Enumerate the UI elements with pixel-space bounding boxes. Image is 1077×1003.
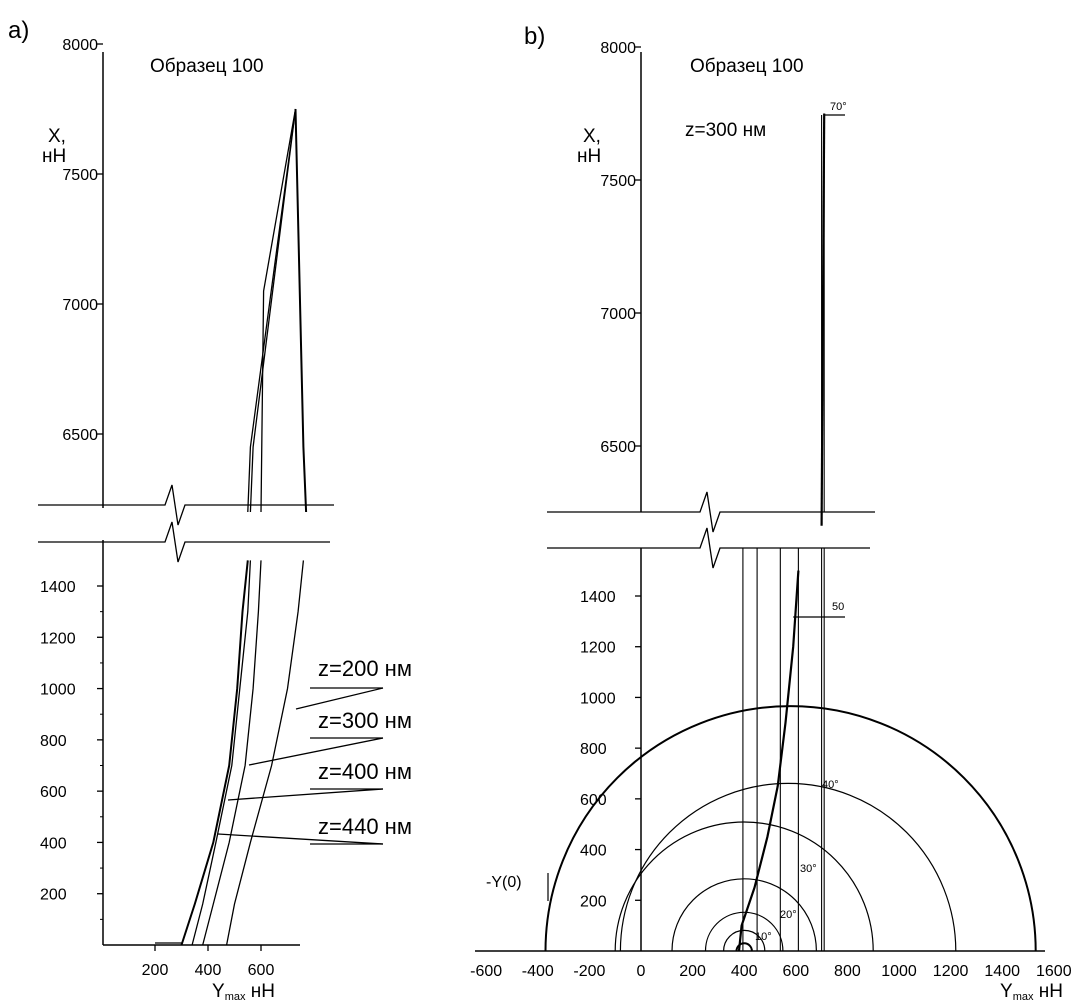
y-tick-label: 1000 xyxy=(40,682,76,699)
y-tick-label: 600 xyxy=(40,784,67,801)
panel-a-break-line-top xyxy=(38,484,334,526)
mohr-circle xyxy=(723,929,766,952)
curve-200-upper xyxy=(294,108,308,513)
y0-label: -Y(0) xyxy=(486,874,522,891)
angle-label: 30° xyxy=(800,863,817,875)
x-tick-label: 400 xyxy=(731,963,758,980)
x-tick-label: -400 xyxy=(522,963,554,980)
series-label: z=440 нм xyxy=(318,814,412,839)
y-tick-label: 7500 xyxy=(62,167,98,184)
y-tick-label: 7000 xyxy=(62,297,98,314)
y-tick-label: 6500 xyxy=(62,427,98,444)
panel-a-x-ticks: 200 400 600 xyxy=(142,945,275,979)
y-tick-label: 1400 xyxy=(40,579,76,596)
x-tick-label: 0 xyxy=(637,963,646,980)
series-label: z=300 нм xyxy=(318,708,412,733)
x-tick-label: 400 xyxy=(195,962,222,979)
y-tick-label: 800 xyxy=(580,741,607,758)
panel-b-ylabel-line1: X, xyxy=(583,126,601,147)
panel-a-curves xyxy=(155,108,308,946)
panel-a-series-labels: z=200 нм z=300 нм z=400 нм z=440 нм xyxy=(217,656,412,845)
curve-upper xyxy=(820,113,826,526)
x-tick-label: 600 xyxy=(782,963,809,980)
panel-b-circles xyxy=(544,704,1037,952)
angle-label: 10° xyxy=(755,931,772,943)
series-label: z=400 нм xyxy=(318,759,412,784)
curve-300-lower xyxy=(202,560,262,946)
panel-a-ylabel-line1: X, xyxy=(48,126,66,147)
panel-a: a) Образец 100 X, нН 8000 7500 7000 6500 14… xyxy=(8,17,412,1003)
mohr-circle xyxy=(614,821,874,952)
curve-440-upper xyxy=(247,108,297,513)
panel-b-vertical-lines xyxy=(742,115,825,951)
panel-b-ylabel-line2: нН xyxy=(577,146,601,167)
curve-400-upper xyxy=(249,108,297,513)
panel-b-xlabel: Ymax нН xyxy=(1000,981,1063,1003)
label-leader xyxy=(248,737,384,766)
series-label: z=200 нм xyxy=(318,656,412,681)
y-tick-label: 6500 xyxy=(600,439,636,456)
y-tick-label: 1400 xyxy=(580,589,616,606)
y-tick-label: 1000 xyxy=(580,690,616,707)
angle-label: 20° xyxy=(780,909,797,921)
x-tick-label: 800 xyxy=(834,963,861,980)
mohr-circle xyxy=(735,942,753,952)
mohr-circle xyxy=(704,911,784,952)
x-tick-label: 1200 xyxy=(933,963,969,980)
y-tick-label: 400 xyxy=(580,843,607,860)
y-tick-label: 8000 xyxy=(62,37,98,54)
panel-b-annotations: 70° 50 40° 30° 20° 10° -Y(0) xyxy=(486,101,847,943)
y-tick-label: 400 xyxy=(40,835,67,852)
x-tick-label: -200 xyxy=(573,963,605,980)
x-tick-label: 600 xyxy=(248,962,275,979)
panel-a-title: Образец 100 xyxy=(150,56,264,77)
curve-440-lower xyxy=(180,560,249,946)
panel-a-minor-ticks xyxy=(100,611,103,920)
label-leader xyxy=(217,833,384,845)
x-tick-label: -600 xyxy=(470,963,502,980)
x-tick-label: 1000 xyxy=(881,963,917,980)
panel-a-xlabel: Ymax нН xyxy=(212,981,275,1003)
panel-b: b) Образец 100 z=300 нм X, нН 8000750070… xyxy=(470,23,1072,1003)
curve-200-lower xyxy=(225,560,305,946)
panel-a-letter: a) xyxy=(8,17,29,44)
curve-lower xyxy=(737,570,800,952)
mohr-circle xyxy=(671,878,817,952)
y-tick-label: 1200 xyxy=(580,640,616,657)
label-leader xyxy=(227,788,384,801)
angle-label: 40° xyxy=(822,779,839,791)
mohr-circle xyxy=(619,782,957,952)
panel-b-letter: b) xyxy=(524,23,545,50)
label-leader xyxy=(295,687,384,710)
y-tick-label: 7500 xyxy=(600,173,636,190)
mohr-circle xyxy=(544,704,1037,952)
panel-a-y-ticks-lower: 1400 1200 1000 800 600 400 200 xyxy=(40,579,103,904)
x-tick-label: 1600 xyxy=(1036,963,1072,980)
panel-a-y-ticks-upper: 8000 7500 7000 6500 xyxy=(62,37,103,444)
y-tick-label: 200 xyxy=(40,887,67,904)
y-tick-label: 800 xyxy=(40,733,67,750)
curve-400-lower xyxy=(191,560,252,946)
panel-b-break-line-bottom xyxy=(547,527,870,569)
panel-a-ylabel-line2: нН xyxy=(42,146,66,167)
panel-a-break-line-bottom xyxy=(38,521,330,563)
y-tick-label: 200 xyxy=(580,893,607,910)
y-tick-label: 1200 xyxy=(40,630,76,647)
y-tick-label: 8000 xyxy=(600,40,636,57)
panel-b-y-ticks-upper: 8000 7500 7000 6500 xyxy=(600,40,641,456)
angle-label: 50 xyxy=(832,601,844,613)
x-tick-label: 200 xyxy=(142,962,169,979)
curve-300-upper xyxy=(260,108,297,513)
x-tick-label: 200 xyxy=(679,963,706,980)
panel-b-x-ticks: -600 -400 -200 0 200 400 600 800 1000 1200 1400 160… xyxy=(470,963,1072,980)
y-tick-label: 7000 xyxy=(600,306,636,323)
panel-b-title: Образец 100 xyxy=(690,56,804,77)
panel-b-curve xyxy=(737,113,826,952)
x-tick-label: 1400 xyxy=(984,963,1020,980)
panel-b-subtitle: z=300 нм xyxy=(685,120,766,141)
panel-b-break-line-top xyxy=(547,491,875,533)
angle-label: 70° xyxy=(830,101,847,113)
